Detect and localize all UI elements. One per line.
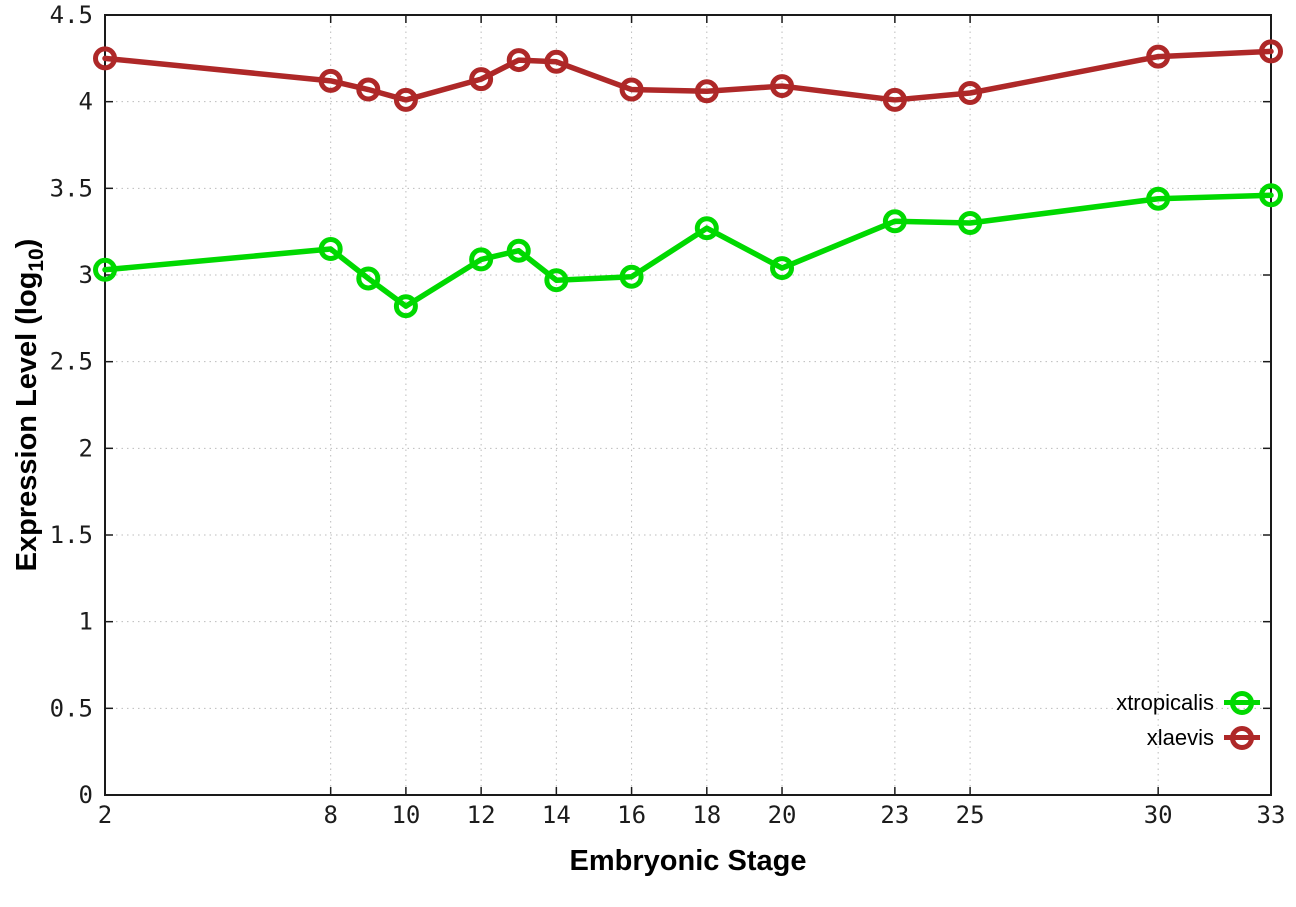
data-point-xlaevis-stage-10: [393, 87, 418, 112]
x-tick-label: 20: [768, 801, 797, 829]
x-tick-label: 25: [956, 801, 985, 829]
data-point-xlaevis-stage-12: [469, 67, 494, 92]
data-point-xtropicalis-stage-18: [694, 216, 719, 241]
series-line-xlaevis: [102, 48, 1274, 103]
x-tick-label: 10: [391, 801, 420, 829]
data-point-xtropicalis-stage-9: [356, 266, 381, 291]
data-point-xlaevis-stage-16: [619, 77, 644, 102]
y-tick-label: 1.5: [50, 521, 93, 549]
legend-label-xtropicalis: xtropicalis: [1116, 689, 1214, 715]
plot-border: [104, 14, 1272, 796]
y-tick-label: 0: [79, 781, 93, 809]
data-point-xlaevis-stage-13: [506, 48, 531, 73]
x-tick-label: 12: [467, 801, 496, 829]
x-tick-label: 16: [617, 801, 646, 829]
data-point-xtropicalis-stage-10: [393, 294, 418, 319]
data-point-xtropicalis-stage-12: [469, 247, 494, 272]
data-point-xlaevis-stage-25: [958, 81, 983, 105]
y-axis-title-suffix: ): [11, 238, 44, 249]
data-point-xtropicalis-stage-8: [318, 237, 343, 261]
y-axis-title-text: Expression Level (log: [11, 271, 44, 572]
data-point-xlaevis-stage-20: [770, 74, 795, 99]
y-axis-title-subscript: 10: [24, 248, 48, 272]
data-point-xlaevis-stage-14: [544, 49, 569, 74]
y-tick-label: 0.5: [50, 694, 93, 722]
data-point-xlaevis-stage-8: [318, 68, 343, 93]
data-point-xlaevis-stage-30: [1146, 44, 1171, 69]
x-axis-title: Embryonic Stage: [569, 845, 807, 877]
data-point-xtropicalis-stage-25: [958, 211, 983, 235]
data-point-xtropicalis-stage-13: [506, 238, 531, 263]
data-point-xtropicalis-stage-30: [1146, 186, 1171, 211]
x-tick-label: 18: [692, 801, 721, 829]
x-tick-label: 2: [98, 801, 112, 829]
data-point-xtropicalis-stage-33: [1259, 183, 1283, 208]
y-tick-label: 2.5: [50, 348, 93, 376]
series-line-xtropicalis: [102, 192, 1274, 309]
data-point-xlaevis-stage-2: [93, 46, 117, 71]
x-tick-label: 8: [323, 801, 337, 829]
legend-item-xlaevis: xlaevis: [1116, 720, 1260, 755]
y-tick-label: 2: [79, 434, 93, 462]
y-tick-label: 4: [79, 88, 93, 116]
legend-marker-circle-icon: [1224, 690, 1260, 715]
legend-label-xlaevis: xlaevis: [1146, 724, 1214, 750]
x-tick-label: 33: [1257, 801, 1286, 829]
legend-marker-circle-icon: [1224, 725, 1260, 750]
y-tick-label: 3: [79, 261, 93, 289]
legend: xtropicalis xlaevis: [1116, 685, 1260, 755]
data-point-xtropicalis-stage-20: [770, 256, 795, 281]
data-point-xlaevis-stage-18: [694, 79, 719, 104]
data-point-xtropicalis-stage-14: [544, 268, 569, 293]
legend-item-xtropicalis: xtropicalis: [1116, 685, 1260, 720]
y-tick-label: 3.5: [50, 174, 93, 202]
y-tick-label: 1: [79, 608, 93, 636]
data-point-xtropicalis-stage-2: [93, 257, 117, 282]
data-point-xlaevis-stage-23: [882, 87, 907, 112]
x-tick-label: 14: [542, 801, 571, 829]
data-point-xlaevis-stage-33: [1259, 39, 1283, 64]
data-point-xlaevis-stage-9: [356, 77, 381, 102]
x-tick-label: 23: [880, 801, 909, 829]
x-tick-label: 30: [1144, 801, 1173, 829]
data-point-xtropicalis-stage-23: [882, 209, 907, 234]
data-point-xtropicalis-stage-16: [619, 264, 644, 289]
y-tick-label: 4.5: [50, 1, 93, 29]
y-axis-title: Expression Level (log10): [11, 239, 49, 572]
